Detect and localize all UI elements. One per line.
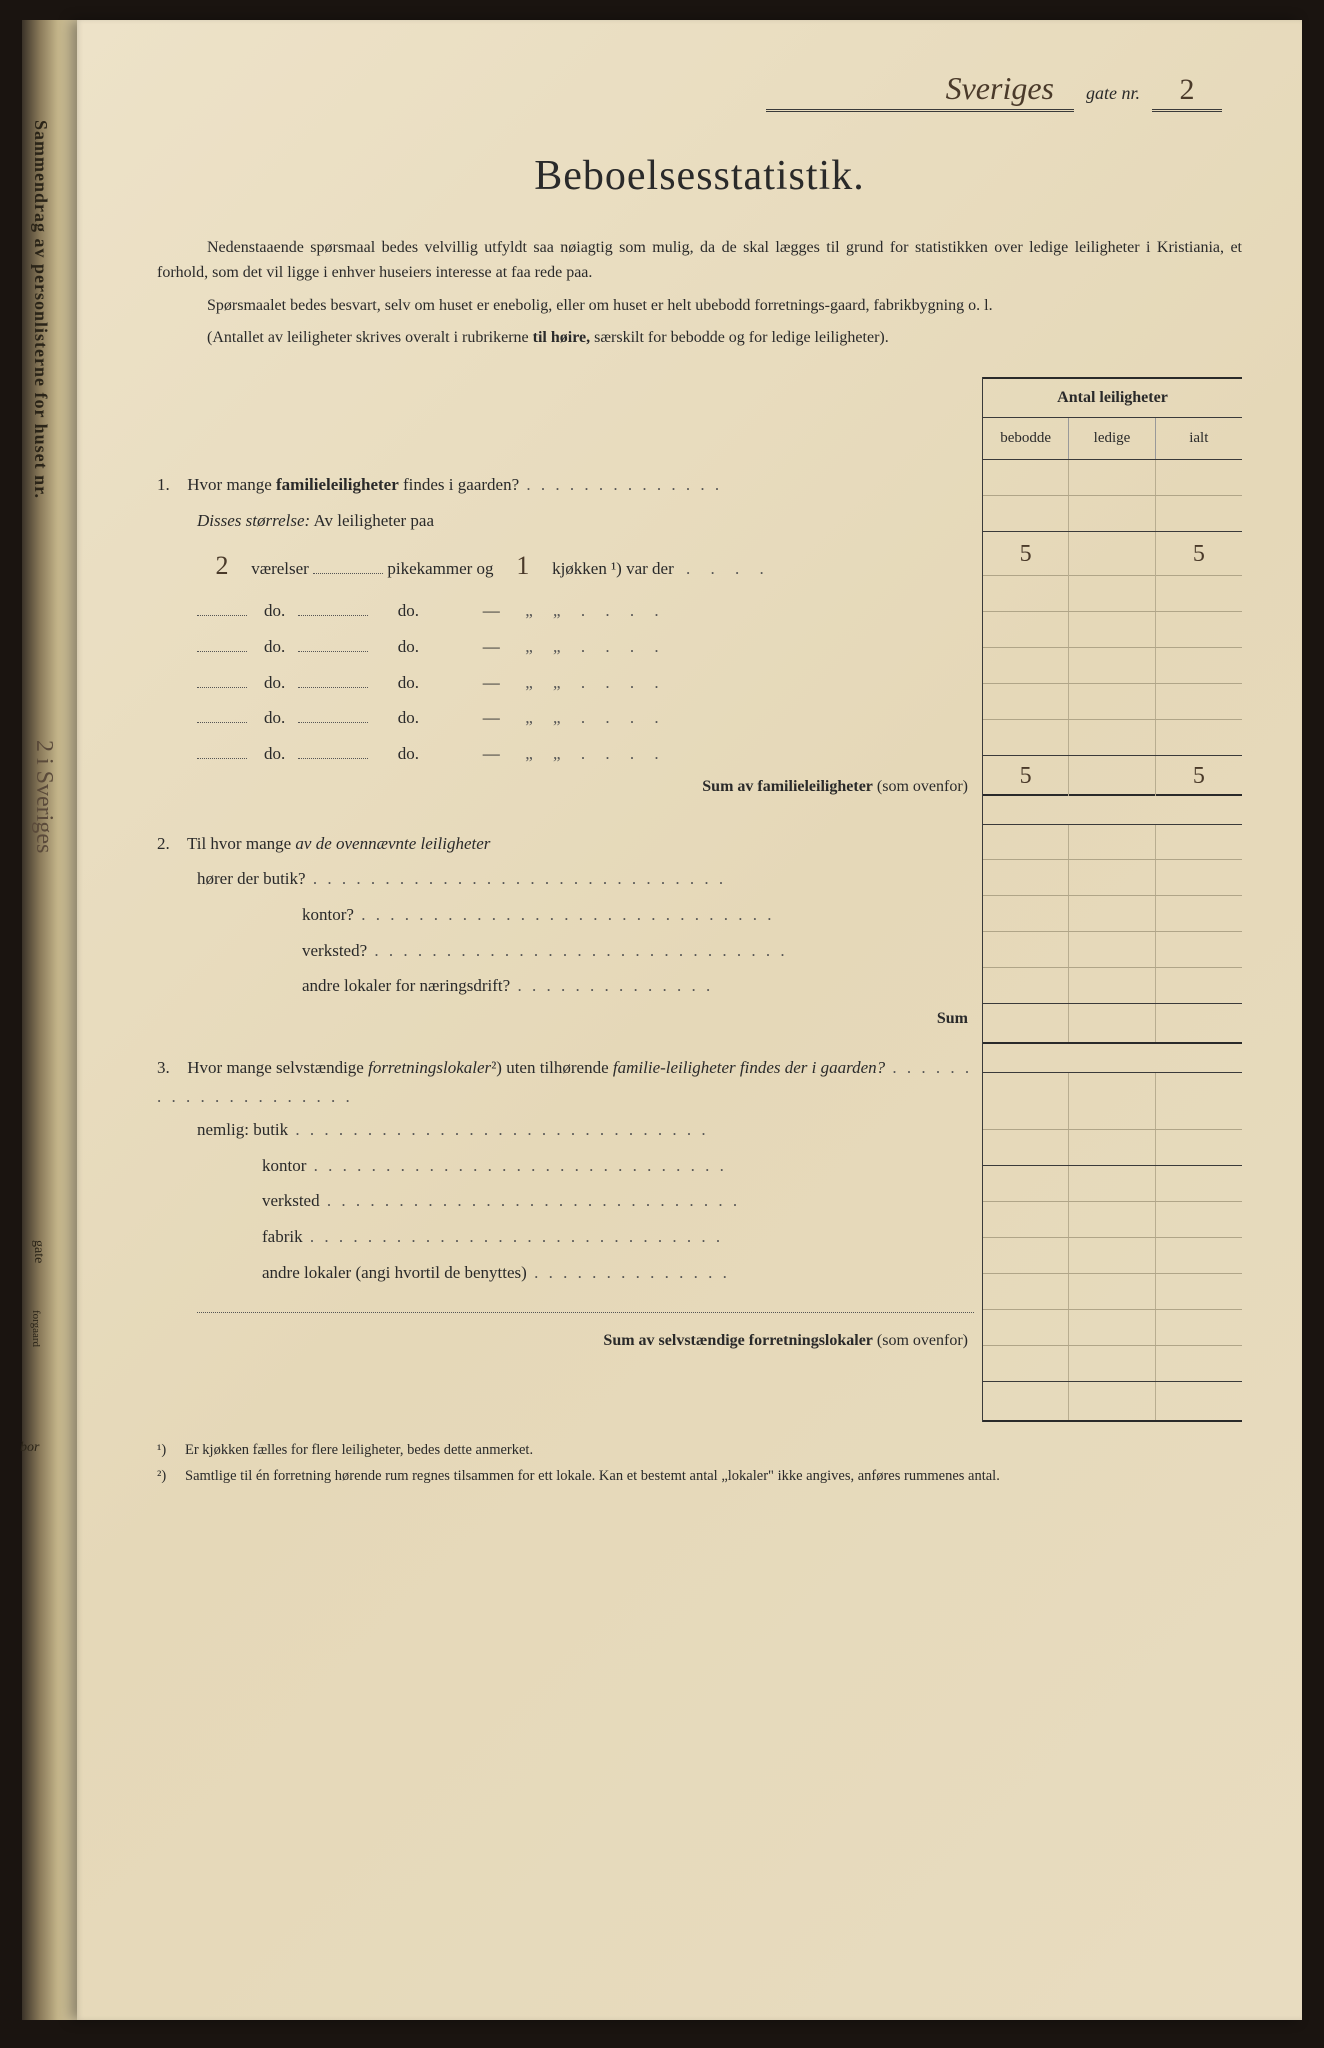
table-row-sum: 55 <box>983 756 1242 796</box>
q1-row-2: do. do. — „ „ . . . . <box>197 593 974 629</box>
count-table: Antal leiligheter bebodde ledige ialt 55… <box>982 377 1242 1422</box>
questions-column: 1. Hvor mange familieleiligheter findes … <box>157 377 982 1422</box>
q1-sizes: Disses størrelse: Av leiligheter paa <box>197 503 974 539</box>
footnotes: ¹) Er kjøkken fælles for flere leilighet… <box>157 1440 1242 1488</box>
table-row <box>983 1166 1242 1202</box>
table-subheader: bebodde ledige ialt <box>983 418 1242 460</box>
main-grid: 1. Hvor mange familieleiligheter findes … <box>157 377 1242 1422</box>
gate-nr-field: 2 <box>1152 73 1222 112</box>
table-row <box>983 1238 1242 1274</box>
header-line: Sveriges gate nr. 2 <box>157 70 1242 112</box>
spine-gate-label: gate <box>30 1240 46 1263</box>
table-row <box>983 968 1242 1004</box>
q2-l4: andre lokaler for næringsdrift? <box>302 968 974 1004</box>
spine-summary-text: Sammendrag av personlisterne for huset n… <box>30 120 51 499</box>
q3-l4: fabrik <box>262 1219 974 1255</box>
table-row <box>983 896 1242 932</box>
footnote-1: ¹) Er kjøkken fælles for flere leilighet… <box>157 1440 1242 1462</box>
q3-l2: kontor <box>262 1148 974 1184</box>
col-ledige: ledige <box>1069 418 1155 459</box>
table-row <box>983 1004 1242 1044</box>
table-row <box>983 496 1242 532</box>
q2-sum: Sum <box>157 1004 974 1034</box>
spine-street-cursive: 2 i Sveriges <box>30 740 57 853</box>
q3-sum: Sum av selvstændige forretningslokaler (… <box>157 1326 974 1356</box>
gate-nr-label: gate nr. <box>1086 83 1140 104</box>
table-row <box>983 1130 1242 1166</box>
col-ialt: ialt <box>1156 418 1242 459</box>
q2-l1: hører der butik? <box>197 861 974 897</box>
q1-row-6: do. do. — „ „ . . . . <box>197 736 974 772</box>
spine-bor-label: bor <box>20 1440 39 1456</box>
footnote-2: ²) Samtlige til én forretning hørende ru… <box>157 1466 1242 1488</box>
q1-row-3: do. do. — „ „ . . . . <box>197 629 974 665</box>
table-row <box>983 612 1242 648</box>
table-row <box>983 576 1242 612</box>
intro-p2: Spørsmaalet bedes besvart, selv om huset… <box>157 294 1242 319</box>
page-wrapper: Sammendrag av personlisterne for huset n… <box>22 20 1302 2020</box>
document-page: Sveriges gate nr. 2 Beboelsesstatistik. … <box>77 20 1302 2020</box>
q2-lead: 2. Til hvor mange av de ovennævnte leili… <box>157 826 974 862</box>
table-row <box>983 648 1242 684</box>
table-row <box>983 460 1242 496</box>
q3-lead: 3. Hvor mange selvstændige forretningslo… <box>157 1054 974 1112</box>
table-title: Antal leiligheter <box>983 377 1242 418</box>
table-row <box>983 1202 1242 1238</box>
table-row <box>983 824 1242 860</box>
table-row <box>983 1310 1242 1346</box>
q3-l5: andre lokaler (angi hvortil de benyttes) <box>262 1255 974 1291</box>
q2-l3: verksted? <box>302 933 974 969</box>
q3-l3: verksted <box>262 1183 974 1219</box>
table-row <box>983 1382 1242 1422</box>
q1-sum: Sum av familieleiligheter (som ovenfor) <box>157 772 974 802</box>
q1-line: 1. Hvor mange familieleiligheter findes … <box>157 467 974 503</box>
table-row <box>983 1072 1242 1130</box>
q3-blank-line <box>197 1290 974 1326</box>
q1-row-1: 2 værelser pikekammer og 1 kjøkken ¹) va… <box>197 539 974 594</box>
q2-l2: kontor? <box>302 897 974 933</box>
col-bebodde: bebodde <box>983 418 1069 459</box>
page-title: Beboelsesstatistik. <box>157 152 1242 200</box>
table-row-values: 55 <box>983 532 1242 576</box>
q1-row-5: do. do. — „ „ . . . . <box>197 700 974 736</box>
spine-forgaard-label: forgaard <box>30 1310 42 1347</box>
intro-p1: Nedenstaaende spørsmaal bedes velvillig … <box>157 236 1242 286</box>
q1-row-4: do. do. — „ „ . . . . <box>197 665 974 701</box>
table-row <box>983 932 1242 968</box>
table-row <box>983 1346 1242 1382</box>
table-row <box>983 720 1242 756</box>
table-row <box>983 684 1242 720</box>
table-row <box>983 860 1242 896</box>
street-name-field: Sveriges <box>766 70 1074 112</box>
q3-l1: nemlig: butik <box>197 1112 974 1148</box>
intro-p3: (Antallet av leiligheter skrives overalt… <box>157 326 1242 351</box>
table-row <box>983 1274 1242 1310</box>
